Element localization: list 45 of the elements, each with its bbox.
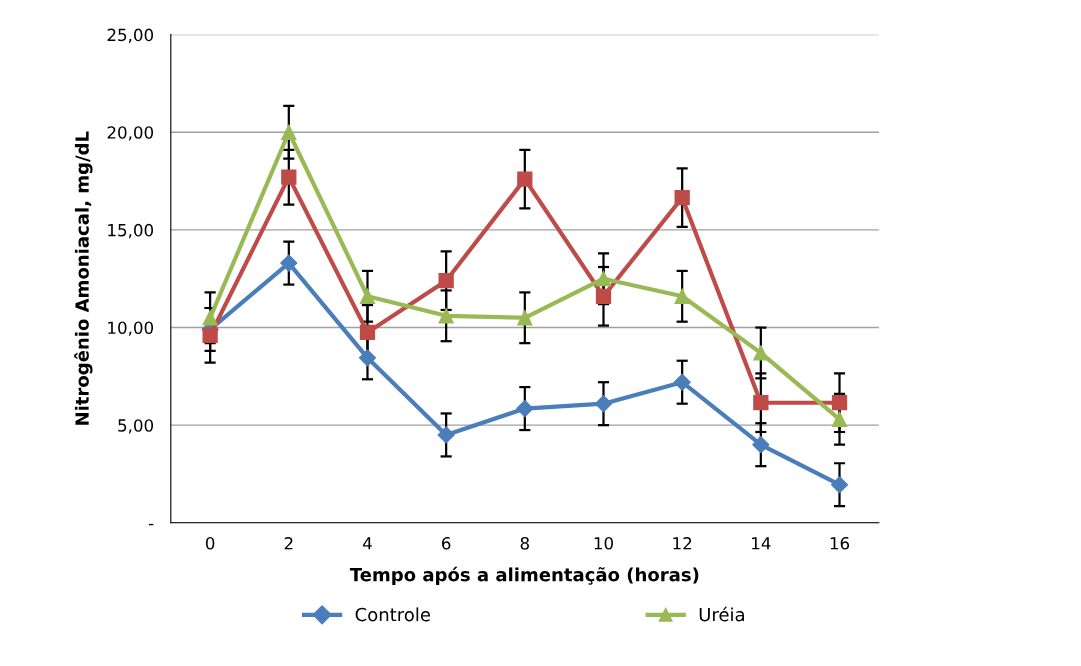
x-tick-label: 6 (442, 536, 451, 550)
point (831, 411, 848, 427)
y-tick-label: - (148, 523, 154, 526)
y-tick-label: 10,00 (108, 321, 154, 336)
x-axis-title: Tempo após a alimentação (horas) (349, 566, 699, 585)
y-tick-label: 20,00 (107, 126, 154, 141)
point (280, 254, 298, 272)
x-tick-label: 4 (362, 537, 372, 550)
point (595, 271, 612, 287)
point (753, 395, 769, 411)
point (674, 190, 690, 206)
point (281, 124, 297, 140)
x-tick-label: 10 (594, 536, 613, 550)
point (594, 395, 613, 413)
point (517, 310, 533, 326)
point (358, 349, 377, 367)
point (281, 169, 297, 185)
point (831, 395, 848, 411)
point (438, 308, 454, 324)
x-tick-label: 0 (205, 536, 215, 550)
point (673, 373, 691, 391)
point (202, 310, 218, 326)
point (359, 288, 376, 304)
y-tick-label: 25,00 (107, 28, 154, 43)
x-tick-label: 12 (673, 536, 692, 550)
x-tick-label: 8 (520, 536, 529, 550)
point (516, 400, 534, 418)
x-tick-label: 2 (284, 536, 293, 550)
y-axis-title: Nitrogênio Amoniacal, mg/dL (74, 131, 93, 425)
point (359, 324, 376, 341)
x-tick-label: 16 (830, 536, 850, 550)
point (674, 288, 690, 304)
point (517, 171, 533, 187)
legend-label: Uréia (699, 606, 744, 622)
y-tick-label: 5,00 (118, 419, 154, 434)
point (437, 426, 455, 444)
y-tick-label: 15,00 (108, 223, 154, 239)
x-tick-label: 14 (752, 537, 771, 550)
point (595, 288, 612, 304)
legend-label: Controle (355, 607, 430, 622)
point (830, 476, 849, 494)
point (753, 345, 769, 361)
point (202, 327, 218, 343)
point (752, 436, 770, 454)
point (438, 273, 454, 289)
